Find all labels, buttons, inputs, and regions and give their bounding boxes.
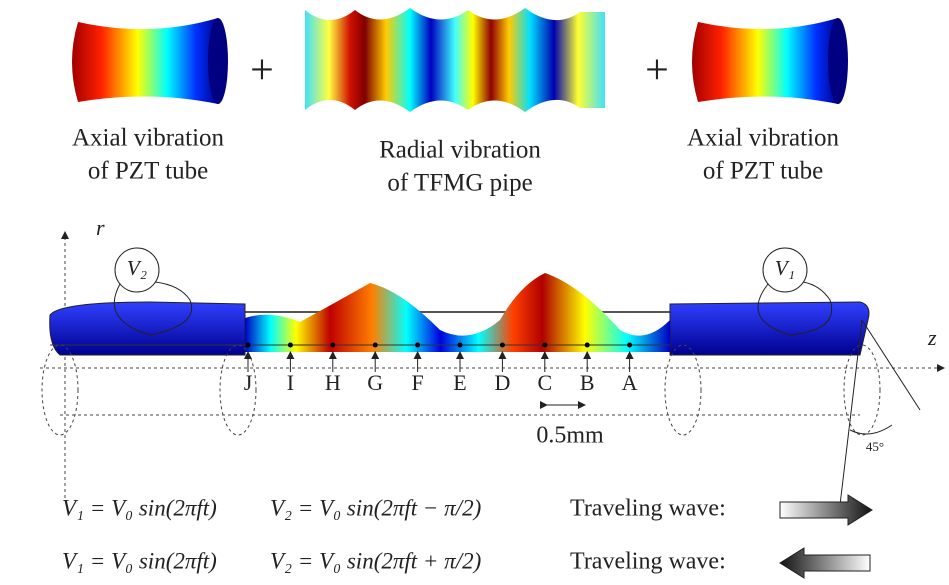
radial-pipe (305, 8, 605, 112)
figure: + + Axial vibration of PZT tube Radial v… (0, 0, 949, 585)
device (42, 248, 880, 435)
wave-arrow-right (780, 495, 872, 525)
point-marker (288, 343, 293, 348)
caption: Radial vibration (379, 137, 541, 164)
caption: Axial vibration (687, 125, 840, 152)
point-label: I (287, 370, 294, 395)
electrode-label: V₁ (775, 256, 795, 280)
z-label: z (927, 325, 937, 350)
angle-label: 45° (866, 439, 884, 454)
r-label: r (96, 215, 105, 240)
point-label: C (537, 370, 552, 395)
plus: + (645, 48, 669, 94)
point-label: F (411, 370, 423, 395)
wave-label: Traveling wave: (570, 549, 726, 575)
equation: V₁ = V₀ sin(2πft) (62, 548, 217, 573)
equation: V₂ = V₀ sin(2πft + π/2) (270, 548, 481, 573)
point-marker (458, 343, 463, 348)
axial-tube-left (72, 18, 228, 104)
point-marker (627, 343, 632, 348)
caption: of PZT tube (703, 158, 823, 185)
caption: of TFMG pipe (387, 170, 532, 197)
point-label: J (244, 370, 253, 395)
electrode-label: V₂ (127, 256, 147, 280)
point-label: A (622, 370, 638, 395)
equation: V₁ = V₀ sin(2πft) (62, 495, 217, 520)
point-label: H (325, 370, 341, 395)
equation: V₂ = V₀ sin(2πft − π/2) (270, 495, 481, 520)
point-marker (585, 343, 590, 348)
point-marker (415, 343, 420, 348)
caption: Axial vibration (72, 125, 225, 152)
plus: + (250, 48, 274, 94)
caption: of PZT tube (88, 158, 208, 185)
point-label: D (494, 370, 510, 395)
wave-label: Traveling wave: (570, 496, 726, 522)
point-label: G (367, 370, 383, 395)
point-marker (330, 343, 335, 348)
point-marker (246, 343, 251, 348)
point-label: B (580, 370, 595, 395)
spacing-label: 0.5mm (536, 423, 604, 449)
point-label: E (453, 370, 466, 395)
wave-arrow-left (780, 548, 870, 578)
axial-tube-right (692, 18, 848, 104)
point-marker (542, 343, 547, 348)
point-marker (373, 343, 378, 348)
point-marker (500, 343, 505, 348)
